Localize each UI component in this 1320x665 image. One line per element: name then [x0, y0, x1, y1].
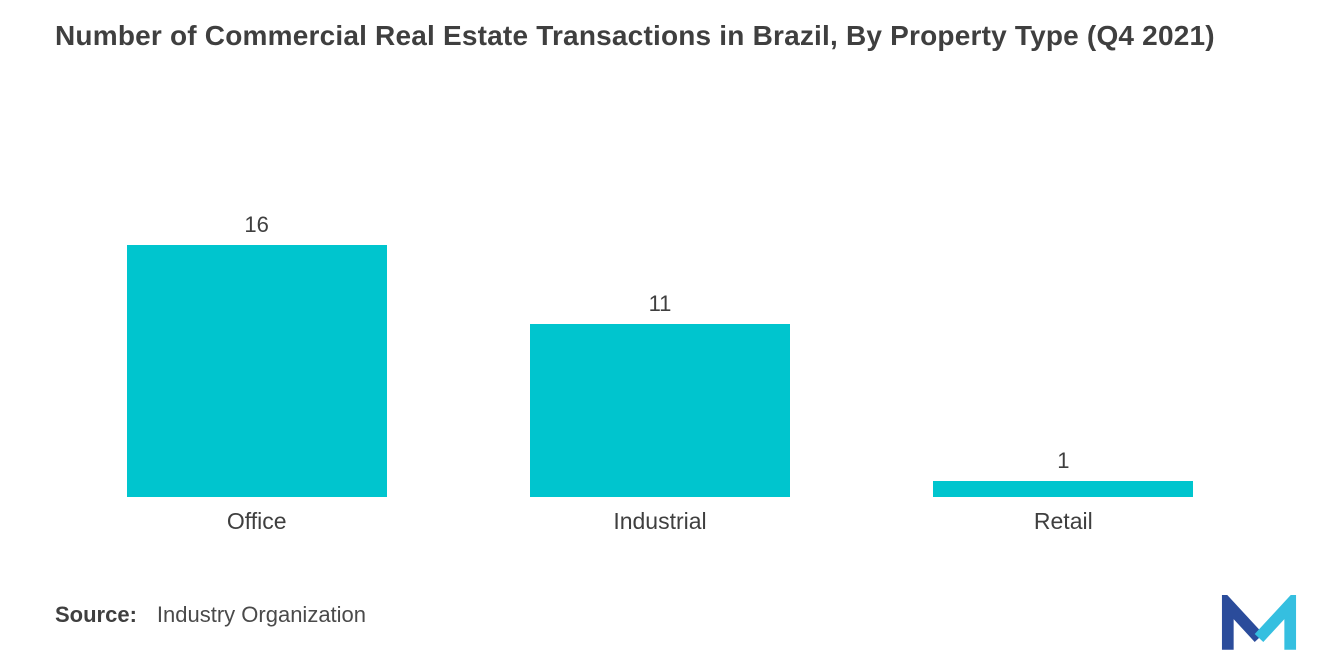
bar-group-industrial: 11 [458, 291, 861, 497]
category-axis: Office Industrial Retail [55, 508, 1265, 535]
bar-value-label: 16 [244, 212, 269, 237]
category-label-retail: Retail [1033, 508, 1093, 534]
source-value: Industry Organization [156, 602, 367, 627]
bar-group-retail: 1 [862, 448, 1265, 497]
mordor-intelligence-logo [1220, 589, 1298, 655]
bar-office [126, 245, 387, 497]
logo-m-icon [1221, 589, 1297, 650]
chart-title: Number of Commercial Real Estate Transac… [55, 20, 1215, 51]
bar-retail [933, 481, 1194, 497]
bar-value-label: 1 [1057, 448, 1070, 473]
bar-value-label: 11 [648, 291, 672, 316]
category-label-industrial: Industrial [613, 508, 707, 534]
bar-chart: 16 11 1 [55, 197, 1265, 497]
bar-group-office: 16 [55, 212, 458, 497]
bar-industrial [529, 324, 790, 497]
source-label: Source: [55, 602, 137, 627]
category-label-office: Office [226, 508, 287, 534]
source-row: Source: Industry Organization [55, 602, 366, 628]
